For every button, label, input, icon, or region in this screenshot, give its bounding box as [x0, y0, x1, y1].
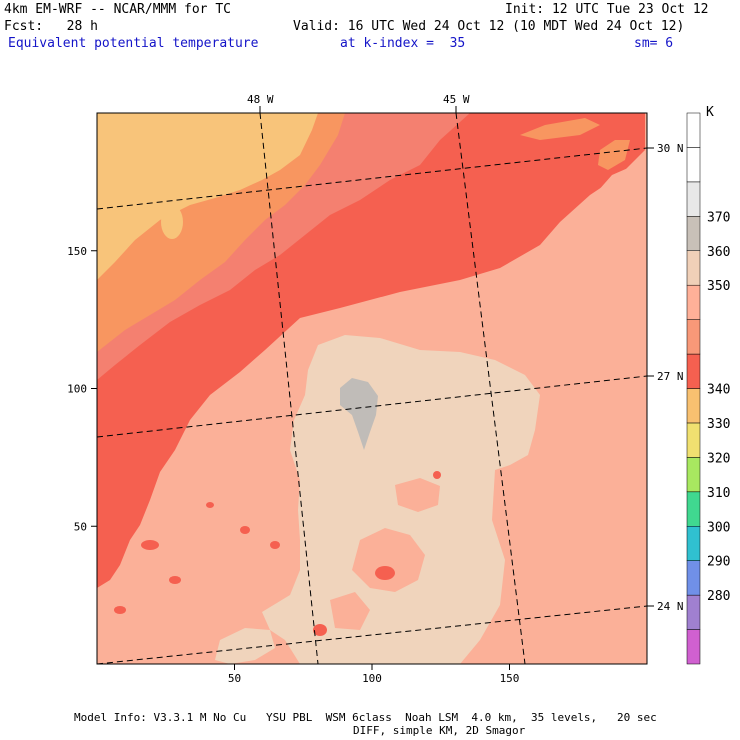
model-info: Model Info: V3.3.1 M No Cu YSU PBL WSM 6… [74, 711, 657, 724]
colorbar-swatch [686, 319, 701, 355]
colorbar-swatch [686, 457, 701, 493]
fill-340-blob-f [169, 576, 181, 584]
latlon-labels: 48 W 45 W 30 N 27 N 24 N [247, 93, 684, 613]
colorbar-label: 310 [707, 486, 730, 501]
fill-350-center-pocket [540, 240, 600, 300]
colorbar-label: 280 [707, 589, 730, 604]
model-info-diffusion: DIFF, simple KM, 2D Smagor [353, 724, 526, 737]
lon-label-48w: 48 W [247, 93, 274, 106]
level-label: at k-index = 35 [340, 36, 466, 51]
lat-line-24n [97, 605, 647, 664]
colorbar-swatch [686, 629, 701, 665]
y-tick-label: 100 [67, 383, 87, 396]
fill-350-inner-blob [395, 478, 440, 512]
fill-340-blob-c [433, 471, 441, 479]
colorbar-label: 370 [707, 210, 730, 225]
fill-340-blob-i [206, 502, 214, 508]
model-title: 4km EM-WRF -- NCAR/MMM for TC [4, 2, 231, 17]
latlon-grid [97, 113, 647, 664]
colorbar-label: 300 [707, 520, 730, 535]
colorbar-swatch [686, 526, 701, 561]
colorbar-swatch [686, 353, 701, 389]
axes: 50 100 150 50 100 150 [67, 245, 519, 685]
fill-350-south-blob [330, 592, 370, 630]
field-name: Equivalent potential temperature [8, 36, 259, 51]
fill-340-blob-a [375, 566, 395, 580]
fill-very-warm-core [340, 378, 378, 450]
colorbar-swatch [686, 560, 701, 596]
colorbar-label: 330 [707, 417, 730, 432]
valid-time: Valid: 16 UTC Wed 24 Oct 12 (10 MDT Wed … [293, 19, 685, 34]
colorbar-swatch [686, 422, 701, 458]
fill-335-ne-streak [520, 118, 600, 140]
colorbar-swatch [686, 388, 701, 424]
colorbar-swatch [686, 491, 701, 527]
colorbar-swatch [686, 147, 701, 183]
fill-warm-sw-lobe [215, 628, 275, 664]
fill-340-blob-g [240, 526, 250, 534]
lon-line-45w [455, 113, 526, 664]
y-tick-label: 50 [74, 520, 87, 533]
lon-line-48w [259, 113, 319, 664]
colorbar-units: K [706, 105, 714, 120]
colorbar-swatch [686, 594, 701, 630]
fill-350-east-pocket [560, 160, 645, 330]
x-tick-label: 100 [362, 672, 382, 685]
smoothing-label: sm= 6 [634, 36, 674, 51]
colorbar-label: 360 [707, 245, 730, 260]
colorbar-swatch [686, 250, 701, 286]
fill-335-ne-blob [598, 140, 630, 170]
colorbar-swatch [686, 216, 701, 251]
colorbar-swatch [686, 112, 701, 148]
colorbar: 280 290 300 310 320 330 340 350 360 370 [686, 112, 730, 665]
x-tick-label: 50 [228, 672, 241, 685]
fill-340-blob-d [141, 540, 159, 550]
colorbar-label: 290 [707, 555, 730, 570]
fill-340-blob-e [114, 606, 126, 614]
colorbar-label: 340 [707, 383, 730, 398]
colorbar-swatch [686, 181, 701, 217]
lon-label-45w: 45 W [443, 93, 470, 106]
lat-line-30n [97, 147, 647, 210]
colorbar-swatch [686, 284, 701, 320]
fill-340-blob-b [313, 624, 327, 636]
lat-line-27n [97, 375, 647, 438]
y-tick-label: 150 [67, 245, 87, 258]
x-tick-label: 150 [500, 672, 520, 685]
lat-label-27n: 27 N [657, 370, 684, 383]
init-time: Init: 12 UTC Tue 23 Oct 12 [505, 2, 709, 17]
colorbar-label: 350 [707, 279, 730, 294]
lat-label-24n: 24 N [657, 600, 684, 613]
fill-350-inner-ring [352, 528, 425, 592]
forecast-hour: Fcst: 28 h [4, 19, 98, 34]
colorbar-label: 320 [707, 451, 730, 466]
lat-label-30n: 30 N [657, 142, 684, 155]
fill-330-island [161, 205, 183, 239]
fill-340-blob-h [270, 541, 280, 549]
contour-fills [97, 113, 647, 664]
